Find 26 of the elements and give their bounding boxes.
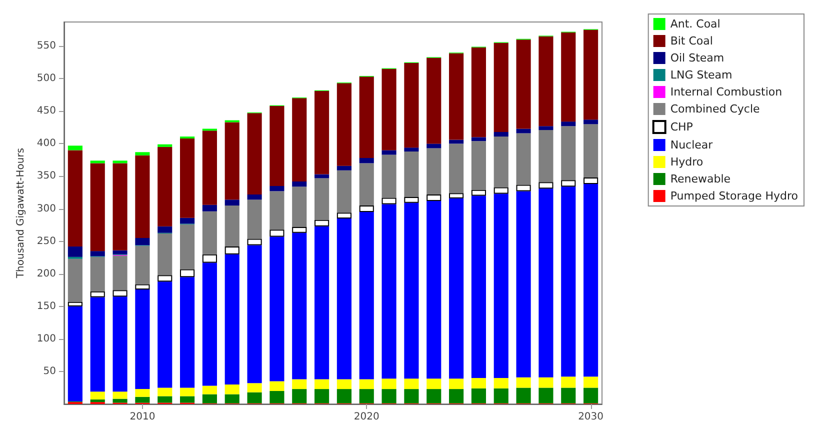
legend-label: Nuclear — [670, 138, 714, 152]
legend-label: LNG Steam — [670, 68, 732, 82]
x-tick-label: 2010 — [130, 412, 156, 422]
y-tick-label: 500 — [36, 73, 56, 84]
legend-label: CHP — [670, 120, 694, 134]
legend-label: Bit Coal — [670, 34, 713, 48]
legend-label: Internal Combustion — [670, 86, 782, 98]
y-tick-label: 200 — [36, 268, 56, 280]
legend-label: Combined Cycle — [670, 102, 760, 116]
y-tick-label: 300 — [36, 203, 56, 214]
y-axis-title: Thousand Gigawatt-Hours — [16, 148, 26, 280]
legend-label: Oil Steam — [670, 52, 724, 64]
legend-label: Pumped Storage Hydro — [670, 190, 798, 202]
x-tick-label: 2030 — [578, 412, 604, 422]
y-tick-label: 400 — [36, 138, 56, 150]
y-tick-label: 150 — [36, 300, 56, 312]
legend-label: Renewable — [670, 172, 731, 186]
y-tick-label: 250 — [36, 236, 56, 247]
x-tick-label: 2020 — [354, 412, 380, 422]
y-tick-label: 550 — [36, 40, 56, 52]
y-tick-label: 450 — [36, 106, 56, 117]
y-tick-label: 350 — [36, 170, 56, 182]
legend-label: Ant. Coal — [670, 18, 720, 30]
y-tick-label: 50 — [43, 366, 56, 377]
legend-label: Hydro — [670, 156, 704, 168]
y-tick-label: 100 — [36, 333, 56, 344]
